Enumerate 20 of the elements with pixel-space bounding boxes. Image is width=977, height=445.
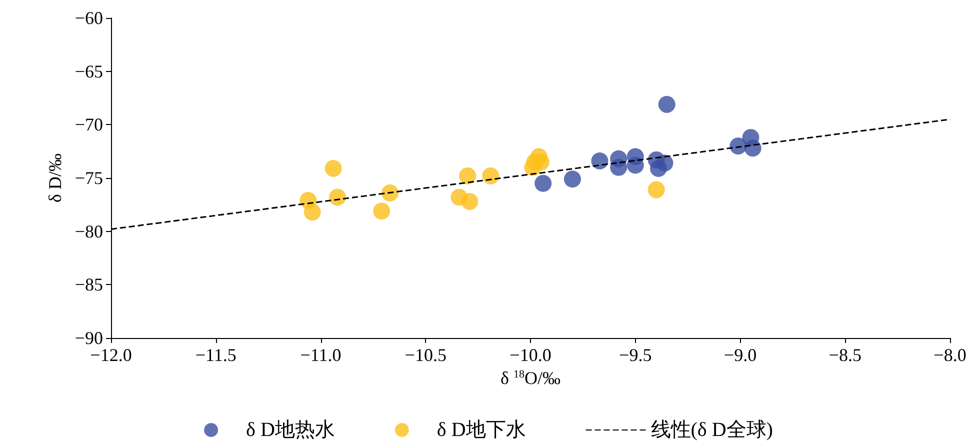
y-tick-label: −60 (74, 8, 103, 28)
x-tick-label: −8.5 (828, 345, 862, 365)
legend-label: δ D地下水 (436, 419, 526, 441)
x-tick-label: −8.0 (934, 345, 966, 365)
x-tick-label: −11.5 (195, 345, 236, 365)
x-tick-label: −11.0 (300, 345, 342, 365)
y-tick-label: −75 (74, 168, 103, 188)
y-tick-label: −70 (74, 114, 103, 135)
y-tick-label: −65 (74, 61, 103, 82)
x-tick-label: −9.5 (619, 345, 652, 365)
legend-label: 线性(δ D全球) (650, 419, 773, 441)
y-tick-label: −90 (74, 328, 103, 348)
legend-label: δ D地热水 (246, 419, 335, 441)
x-tick-label: −10.5 (404, 345, 446, 365)
y-tick-label: −85 (74, 274, 103, 295)
x-tick-label: −9.0 (724, 345, 757, 365)
x-tick-label: −10.0 (510, 345, 552, 365)
x-tick-label: −12.0 (90, 345, 132, 365)
y-tick-label: −80 (74, 221, 103, 242)
y-axis-title: δ D/‰ (44, 154, 65, 202)
